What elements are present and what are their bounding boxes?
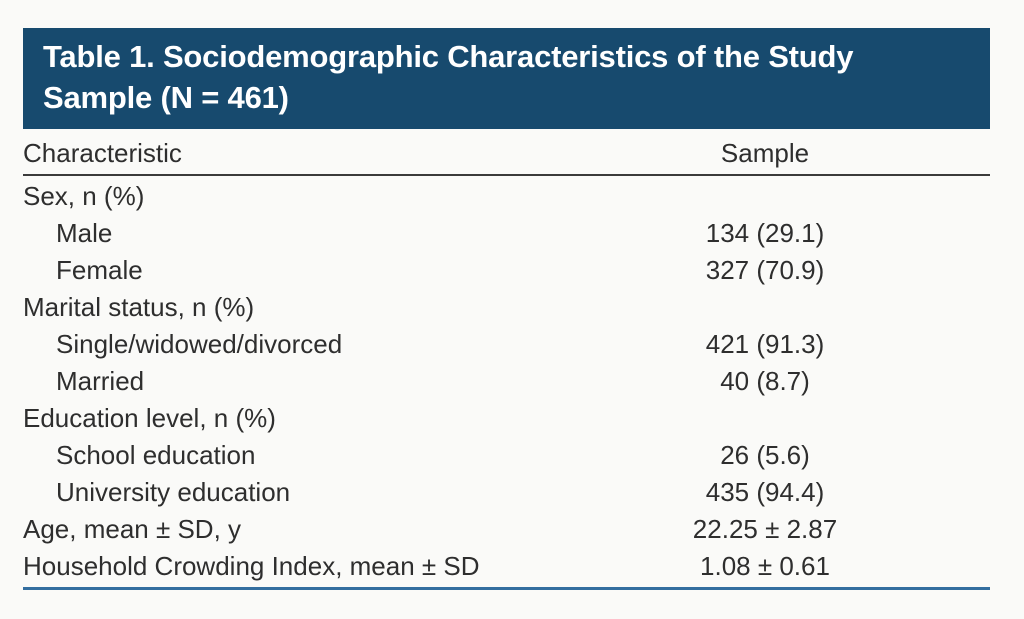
row-label: Age, mean ± SD, y bbox=[23, 514, 242, 544]
row-label: Married bbox=[56, 366, 145, 396]
table-header-row: Characteristic Sample bbox=[23, 129, 990, 174]
row-value: 435 (94.4) bbox=[705, 477, 825, 507]
row-value: 22.25 ± 2.87 bbox=[692, 514, 838, 544]
table-row-married: Married 40 (8.7) bbox=[23, 363, 990, 400]
row-label: Marital status, n (%) bbox=[23, 292, 255, 322]
table-title-line-2: Sample (N = 461) bbox=[43, 80, 289, 115]
row-label: Female bbox=[56, 255, 143, 285]
table-row-marital-status: Marital status, n (%) bbox=[23, 289, 990, 326]
row-label: Household Crowding Index, mean ± SD bbox=[23, 551, 480, 581]
row-label: Education level, n (%) bbox=[23, 403, 276, 433]
table-row-sex: Sex, n (%) bbox=[23, 178, 990, 215]
table-row-male: Male 134 (29.1) bbox=[23, 215, 990, 252]
column-header-sample: Sample bbox=[720, 138, 810, 168]
row-value bbox=[640, 178, 890, 215]
column-header-characteristic: Characteristic bbox=[23, 138, 182, 168]
row-label: Sex, n (%) bbox=[23, 181, 145, 211]
row-value bbox=[640, 400, 890, 437]
table-row-university-education: University education 435 (94.4) bbox=[23, 474, 990, 511]
row-value bbox=[640, 289, 890, 326]
row-value: 134 (29.1) bbox=[705, 218, 825, 248]
table-body: Sex, n (%) Male 134 (29.1) Female 327 (7… bbox=[23, 176, 990, 585]
row-value: 327 (70.9) bbox=[705, 255, 825, 285]
table-row-school-education: School education 26 (5.6) bbox=[23, 437, 990, 474]
row-label: University education bbox=[56, 477, 291, 507]
table-row-age: Age, mean ± SD, y 22.25 ± 2.87 bbox=[23, 511, 990, 548]
table-row-household-crowding-index: Household Crowding Index, mean ± SD 1.08… bbox=[23, 548, 990, 585]
bottom-rule bbox=[23, 587, 990, 590]
row-value: 421 (91.3) bbox=[705, 329, 825, 359]
row-value: 26 (5.6) bbox=[720, 440, 810, 470]
table-title-line-1: Table 1. Sociodemographic Characteristic… bbox=[43, 39, 854, 74]
row-value: 1.08 ± 0.61 bbox=[700, 551, 830, 581]
header-rule bbox=[23, 174, 990, 176]
table-row-education-level: Education level, n (%) bbox=[23, 400, 990, 437]
table-1-figure: Table 1. Sociodemographic Characteristic… bbox=[23, 28, 990, 590]
table-title-band: Table 1. Sociodemographic Characteristic… bbox=[23, 28, 990, 129]
row-label: Single/widowed/divorced bbox=[56, 329, 343, 359]
table-row-female: Female 327 (70.9) bbox=[23, 252, 990, 289]
row-label: Male bbox=[56, 218, 113, 248]
row-label: School education bbox=[56, 440, 256, 470]
row-value: 40 (8.7) bbox=[720, 366, 810, 396]
table-row-single-widowed-divorced: Single/widowed/divorced 421 (91.3) bbox=[23, 326, 990, 363]
